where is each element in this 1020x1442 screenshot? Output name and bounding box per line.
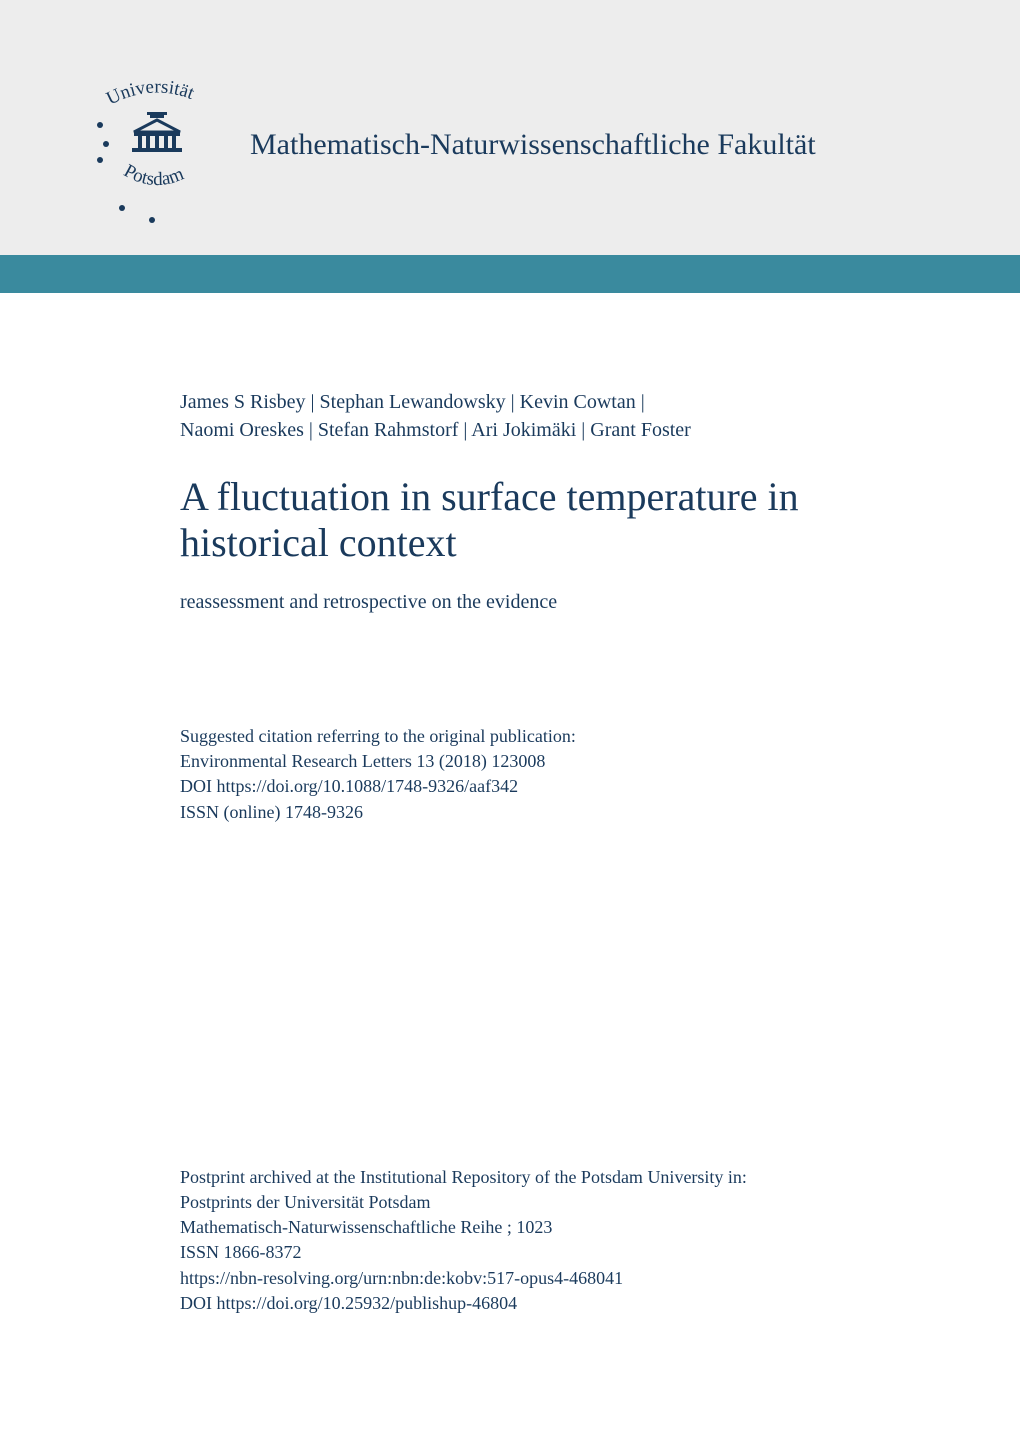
header-block: Universität Potsdam: [0, 0, 1020, 255]
divider-bar: [0, 255, 1020, 293]
citation-doi: DOI https://doi.org/10.1088/1748-9326/aa…: [180, 774, 920, 799]
paper-title: A fluctuation in surface temperature in …: [180, 474, 920, 566]
postprint-label: Postprint archived at the Institutional …: [180, 1165, 920, 1190]
citation-issn: ISSN (online) 1748-9326: [180, 800, 920, 825]
logo-svg: Universität Potsdam: [92, 70, 222, 230]
postprint-urn: https://nbn-resolving.org/urn:nbn:de:kob…: [180, 1266, 920, 1291]
content-area: James S Risbey | Stephan Lewandowsky | K…: [0, 293, 1020, 1316]
faculty-title: Mathematisch-Naturwissenschaftliche Faku…: [250, 128, 816, 162]
postprint-series: Postprints der Universität Potsdam: [180, 1190, 920, 1215]
postprint-issn: ISSN 1866-8372: [180, 1240, 920, 1265]
svg-text:Potsdam: Potsdam: [120, 160, 187, 190]
authors-line-2: Naomi Oreskes | Stefan Rahmstorf | Ari J…: [180, 416, 920, 444]
university-logo: Universität Potsdam: [92, 70, 222, 230]
postprint-reihe: Mathematisch-Naturwissenschaftliche Reih…: [180, 1215, 920, 1240]
postprint-doi: DOI https://doi.org/10.25932/publishup-4…: [180, 1291, 920, 1316]
paper-subtitle: reassessment and retrospective on the ev…: [180, 591, 920, 614]
authors-line-1: James S Risbey | Stephan Lewandowsky | K…: [180, 388, 920, 416]
citation-block: Suggested citation referring to the orig…: [180, 724, 920, 825]
authors-list: James S Risbey | Stephan Lewandowsky | K…: [180, 388, 920, 444]
citation-journal: Environmental Research Letters 13 (2018)…: [180, 749, 920, 774]
svg-text:Universität: Universität: [103, 76, 197, 109]
citation-label: Suggested citation referring to the orig…: [180, 724, 920, 749]
postprint-block: Postprint archived at the Institutional …: [180, 1165, 920, 1316]
